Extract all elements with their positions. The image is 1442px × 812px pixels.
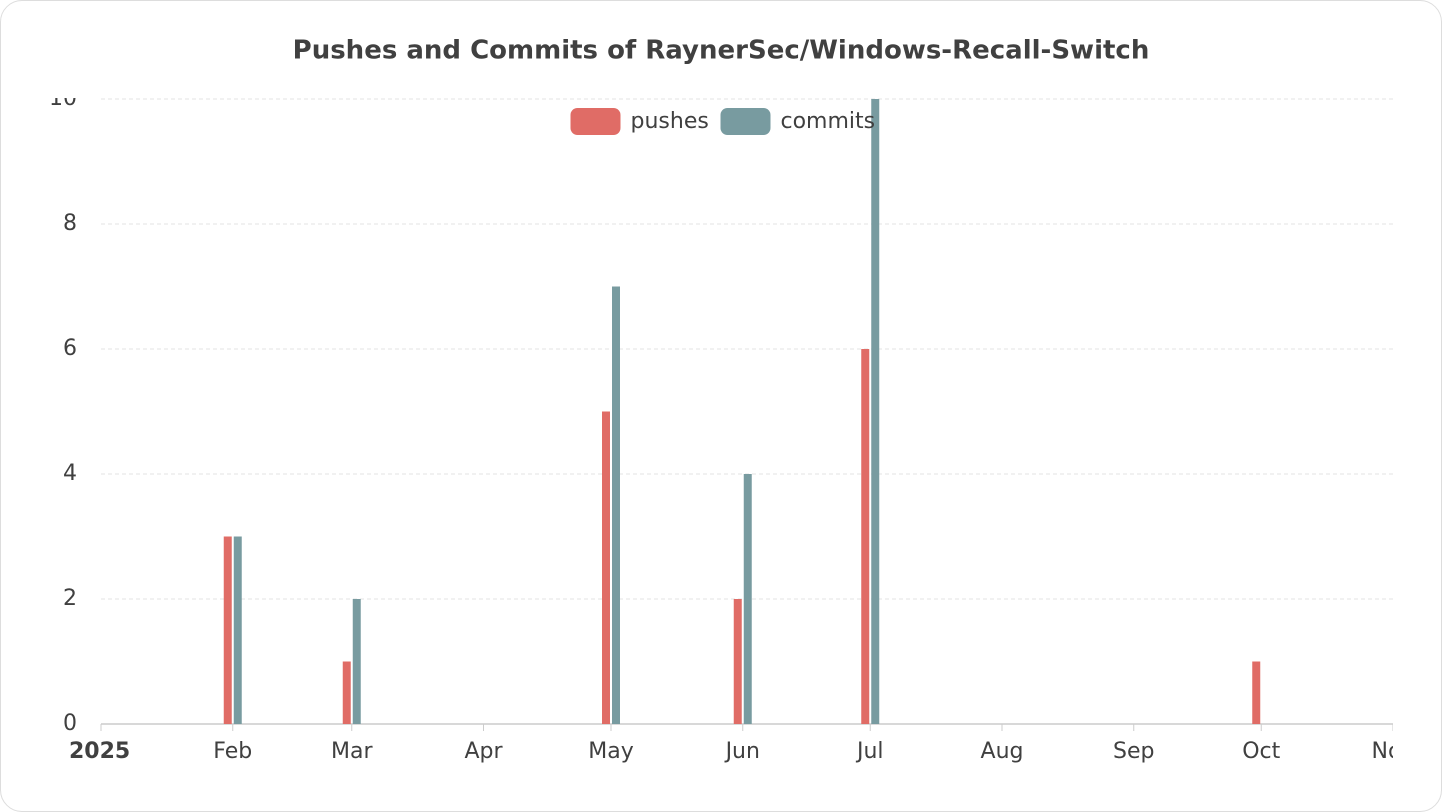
legend-swatch: [570, 108, 621, 135]
bar: [1252, 661, 1261, 724]
x-tick-label: Sep: [1113, 739, 1154, 764]
bar: [861, 349, 870, 724]
y-tick-label: 0: [63, 711, 77, 736]
bar: [733, 599, 742, 724]
x-tick-label: May: [588, 739, 633, 764]
legend-label: commits: [781, 109, 876, 134]
bar: [612, 286, 620, 724]
x-tick-label: Aug: [981, 739, 1024, 764]
bar: [342, 661, 351, 724]
x-tick-label: Feb: [213, 739, 252, 764]
plot-area: 0 2 4 6 8 10 2025 Feb Mar Apr May Jun Jul Aug Sep Oct No…: [49, 86, 1415, 764]
x-tick-label: Apr: [464, 739, 503, 764]
x-tick-label: 2025: [69, 739, 130, 764]
bar: [223, 536, 232, 724]
y-tick-label: 4: [63, 461, 77, 486]
bar: [871, 99, 880, 724]
y-tick-label: 6: [63, 336, 77, 361]
x-tick-label: Jun: [724, 739, 760, 764]
y-tick-label: 2: [63, 586, 77, 611]
legend-label: pushes: [631, 109, 709, 134]
x-tick-label: Mar: [331, 739, 373, 764]
bar: [352, 599, 361, 724]
x-tick-label: Nov: [1372, 739, 1415, 764]
bar: [743, 474, 752, 724]
y-tick-label: 10: [49, 86, 77, 111]
y-tick-label: 8: [63, 211, 77, 236]
legend-swatch: [720, 108, 771, 135]
bar: [602, 411, 610, 724]
chart-title: Pushes and Commits of RaynerSec/Windows-…: [293, 36, 1150, 66]
bar: [233, 536, 242, 724]
x-tick-label: Jul: [855, 739, 884, 764]
x-tick-label: Oct: [1242, 739, 1280, 764]
